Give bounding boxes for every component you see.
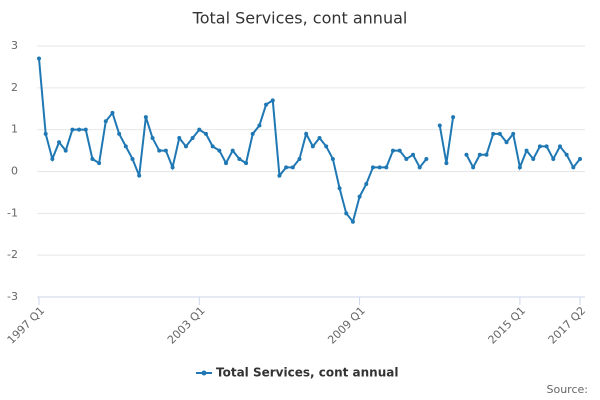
data-point	[551, 156, 556, 161]
data-point	[444, 161, 449, 166]
data-point	[264, 102, 269, 107]
y-tick-label: -2	[7, 248, 18, 261]
data-point	[143, 115, 148, 120]
data-point	[484, 152, 489, 157]
data-point	[517, 165, 522, 170]
data-point	[571, 165, 576, 170]
data-point	[511, 131, 516, 136]
data-point	[97, 161, 102, 166]
data-point	[578, 156, 582, 161]
data-point	[290, 165, 295, 170]
data-point	[83, 127, 88, 132]
data-point	[203, 131, 208, 136]
data-point	[230, 148, 235, 153]
data-point	[417, 165, 422, 170]
x-tick-label: 2015 Q1	[486, 304, 529, 347]
data-point	[50, 156, 55, 161]
y-tick-label: 0	[11, 165, 18, 178]
data-point	[137, 173, 142, 178]
data-point	[244, 161, 249, 166]
data-point	[491, 131, 496, 136]
data-point	[564, 152, 569, 157]
x-tick-label: 2009 Q1	[325, 304, 368, 347]
data-point	[270, 98, 275, 103]
y-tick-label: 3	[11, 39, 18, 52]
data-point	[471, 165, 476, 170]
legend-marker	[201, 370, 207, 376]
y-tick-label: 1	[11, 123, 18, 136]
data-point	[310, 144, 315, 149]
data-point	[350, 219, 355, 224]
data-point	[384, 165, 389, 170]
data-point	[170, 165, 175, 170]
data-point	[257, 123, 262, 128]
data-point	[377, 165, 382, 170]
data-point	[397, 148, 402, 153]
chart-title: Total Services, cont annual	[192, 9, 408, 28]
data-point	[37, 56, 41, 61]
data-point	[57, 140, 62, 145]
data-point	[250, 131, 255, 136]
data-point	[224, 161, 229, 166]
data-point	[477, 152, 482, 157]
x-tick-label: 2017 Q2	[546, 304, 589, 347]
data-point	[163, 148, 168, 153]
data-point	[357, 194, 362, 199]
data-point	[237, 156, 242, 161]
data-point	[123, 144, 128, 149]
data-point	[497, 131, 502, 136]
data-point	[150, 136, 155, 141]
data-point	[304, 131, 309, 136]
data-point	[77, 127, 82, 132]
data-point	[344, 211, 349, 216]
data-point	[330, 156, 335, 161]
data-point	[117, 131, 122, 136]
data-point	[404, 156, 409, 161]
data-point	[157, 148, 162, 153]
data-point	[390, 148, 395, 153]
legend-label: Total Services, cont annual	[216, 366, 398, 380]
data-point	[324, 144, 329, 149]
data-point	[370, 165, 375, 170]
y-tick-label: 2	[11, 81, 18, 94]
data-point	[217, 148, 222, 153]
data-point	[544, 144, 549, 149]
data-point	[424, 156, 429, 161]
y-tick-label: -1	[7, 206, 18, 219]
data-point	[537, 144, 542, 149]
data-point	[277, 173, 282, 178]
data-point	[317, 136, 322, 141]
data-point	[284, 165, 289, 170]
data-point	[197, 127, 202, 132]
data-point	[90, 156, 95, 161]
data-point	[130, 156, 135, 161]
data-point	[504, 140, 509, 145]
data-point	[364, 182, 369, 187]
data-point	[70, 127, 75, 132]
source: Source:	[547, 383, 589, 396]
data-point	[177, 136, 182, 141]
x-tick-label: 1997 Q1	[5, 304, 48, 347]
data-point	[557, 144, 562, 149]
y-tick-label: -3	[7, 290, 18, 303]
data-point	[110, 110, 115, 115]
data-point	[210, 144, 215, 149]
data-point	[103, 119, 108, 124]
data-point	[524, 148, 529, 153]
data-point	[297, 156, 302, 161]
x-tick-label: 2003 Q1	[165, 304, 208, 347]
data-point	[337, 186, 342, 191]
data-point	[190, 136, 195, 141]
data-point	[451, 115, 456, 120]
data-point	[531, 156, 536, 161]
data-point	[464, 152, 469, 157]
data-point	[437, 123, 442, 128]
data-point	[183, 144, 188, 149]
data-point	[411, 152, 416, 157]
series-line	[38, 58, 581, 224]
data-point	[43, 131, 48, 136]
data-point	[63, 148, 68, 153]
